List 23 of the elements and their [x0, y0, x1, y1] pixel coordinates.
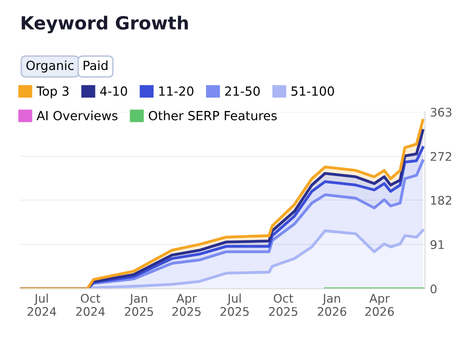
x-tick-label: Apr 2025 [172, 294, 201, 316]
y-tick-label: 91 [430, 240, 444, 250]
text: Organic [26, 60, 74, 73]
legend-label: AI Overviews [36, 110, 118, 120]
legend-label: 21-50 [225, 86, 260, 96]
x-tick-label: Jul 2024 [28, 294, 56, 316]
legend-label: 11-20 [159, 86, 194, 96]
y-tick-label: 272 [430, 152, 452, 161]
y-tick-label: 182 [431, 196, 452, 205]
chart-title: Keyword Growth [22, 16, 188, 34]
y-tick-label: 0 [430, 284, 437, 294]
y-tick-label: 363 [430, 108, 452, 117]
legend-label: Top 3 [36, 86, 69, 98]
x-tick-label: Apr 2026 [365, 294, 394, 316]
legend-label: 51-100 [292, 86, 334, 96]
text: Paid [84, 60, 108, 70]
legend-label: Other SERP Features [148, 110, 277, 120]
x-tick-label: Jan 2025 [124, 294, 153, 316]
x-tick-label: Oct 2024 [76, 294, 105, 316]
x-tick-label: Jul 2025 [220, 294, 249, 316]
x-tick-label: Oct 2025 [269, 294, 298, 316]
legend-label: 4-10 [100, 86, 128, 96]
x-tick-label: Jan 2026 [318, 294, 346, 316]
